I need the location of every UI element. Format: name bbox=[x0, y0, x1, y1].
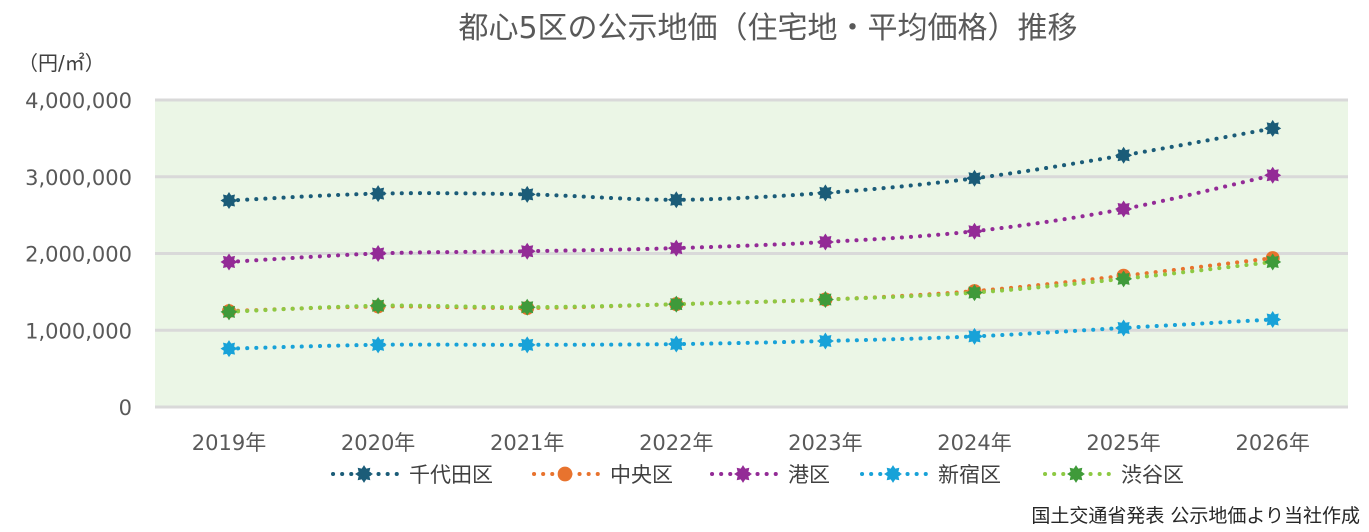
x-tick-label: 2021年 bbox=[490, 431, 564, 455]
data-point bbox=[966, 169, 983, 187]
data-point bbox=[1115, 146, 1133, 164]
data-point bbox=[1264, 253, 1282, 271]
data-point bbox=[220, 253, 238, 271]
x-tick-label: 2020年 bbox=[341, 431, 415, 455]
data-point bbox=[1264, 166, 1282, 184]
data-point bbox=[369, 297, 387, 315]
data-point bbox=[1264, 119, 1282, 137]
data-point bbox=[220, 340, 238, 358]
legend-item: 中央区 bbox=[532, 463, 673, 487]
legend-item: 千代田区 bbox=[331, 463, 493, 487]
data-point bbox=[816, 291, 834, 309]
y-axis-unit: （円/㎡） bbox=[18, 51, 105, 75]
legend-label: 中央区 bbox=[610, 463, 673, 487]
data-point bbox=[220, 192, 238, 210]
data-point bbox=[667, 239, 685, 257]
data-point bbox=[816, 184, 834, 202]
data-point bbox=[220, 303, 238, 321]
data-point bbox=[816, 332, 834, 350]
legend-label: 港区 bbox=[788, 463, 830, 487]
legend-item: 渋谷区 bbox=[1043, 463, 1184, 487]
y-tick-label: 2,000,000 bbox=[25, 243, 132, 267]
legend-item: 港区 bbox=[710, 463, 830, 487]
series-千代田区 bbox=[220, 119, 1282, 210]
legend-marker bbox=[355, 465, 373, 483]
series-新宿区 bbox=[220, 311, 1282, 358]
data-point bbox=[1115, 270, 1133, 288]
legend-item: 新宿区 bbox=[860, 463, 1001, 487]
legend: 千代田区 中央区 港区 新宿区 渋谷区 bbox=[331, 463, 1184, 487]
x-tick-label: 2023年 bbox=[788, 431, 862, 455]
data-point bbox=[1264, 311, 1282, 328]
data-point bbox=[1115, 200, 1133, 218]
data-point bbox=[369, 245, 387, 262]
x-tick-label: 2025年 bbox=[1086, 431, 1160, 455]
data-point bbox=[518, 185, 536, 203]
y-tick-label: 0 bbox=[119, 396, 132, 420]
chart-title: 都心5区の公示地価（住宅地・平均価格）推移 bbox=[458, 11, 1077, 46]
x-tick-label: 2022年 bbox=[639, 431, 713, 455]
x-tick-label: 2024年 bbox=[937, 431, 1011, 455]
x-tick-label: 2019年 bbox=[192, 431, 266, 455]
legend-marker bbox=[557, 466, 573, 482]
data-point bbox=[518, 336, 536, 354]
legend-marker bbox=[734, 465, 752, 483]
legend-label: 渋谷区 bbox=[1121, 463, 1184, 487]
series-港区 bbox=[220, 166, 1282, 271]
data-point bbox=[966, 327, 983, 345]
legend-label: 千代田区 bbox=[409, 463, 493, 487]
legend-marker bbox=[884, 465, 902, 483]
data-point bbox=[966, 222, 983, 240]
data-point bbox=[667, 191, 685, 209]
series-渋谷区 bbox=[220, 253, 1282, 321]
data-point bbox=[518, 298, 536, 316]
data-point bbox=[667, 295, 685, 313]
source-note: 国土交通省発表 公示地価より当社作成 bbox=[1031, 505, 1360, 527]
y-tick-label: 4,000,000 bbox=[25, 89, 132, 113]
data-point bbox=[816, 233, 834, 251]
data-point bbox=[518, 242, 536, 260]
legend-marker bbox=[1067, 465, 1085, 483]
data-point bbox=[369, 185, 387, 203]
data-point bbox=[667, 335, 685, 353]
data-point bbox=[369, 336, 387, 354]
y-tick-label: 3,000,000 bbox=[25, 166, 132, 190]
data-point bbox=[1115, 319, 1133, 337]
x-tick-label: 2026年 bbox=[1235, 431, 1309, 455]
data-point bbox=[966, 284, 983, 302]
legend-label: 新宿区 bbox=[938, 463, 1001, 487]
y-tick-label: 1,000,000 bbox=[25, 319, 132, 343]
